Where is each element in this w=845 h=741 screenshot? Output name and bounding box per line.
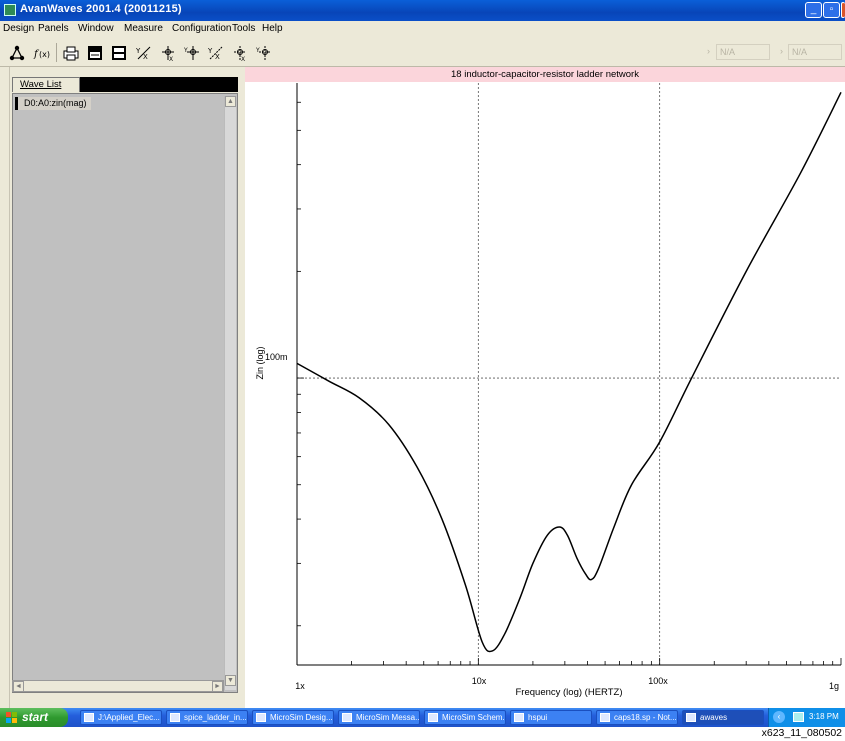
- cursor-y-icon[interactable]: Y: [181, 42, 203, 63]
- app-icon: [256, 713, 266, 722]
- window-title: AvanWaves 2001.4 (20011215): [20, 3, 182, 15]
- menu-tools[interactable]: Tools: [232, 23, 255, 34]
- wave-list-tab[interactable]: Wave List: [12, 77, 80, 92]
- toolbar-separator: [56, 43, 57, 62]
- taskbar: start J:\Applied_Elec... spice_ladder_in…: [0, 708, 845, 727]
- taskbar-item-awaves[interactable]: awaves: [682, 710, 764, 725]
- y-readout-field[interactable]: N/A: [788, 44, 842, 60]
- menu-help[interactable]: Help: [262, 23, 283, 34]
- tray-expand-icon[interactable]: ‹: [773, 711, 785, 723]
- svg-text:(x): (x): [39, 50, 50, 59]
- wave-list-item[interactable]: D0:A0:zin(mag): [15, 97, 91, 110]
- taskbar-item-hspui[interactable]: hspui: [510, 710, 592, 725]
- taskbar-item-folder[interactable]: J:\Applied_Elec...: [80, 710, 162, 725]
- windows-logo-icon: [6, 712, 18, 723]
- panel-edge: [0, 67, 10, 710]
- menu-measure[interactable]: Measure: [124, 23, 163, 34]
- toolbar: f (x) YX X Y YX X Y › N/A › N/A: [0, 39, 845, 67]
- taskbar-item-label: J:\Applied_Elec...: [98, 713, 160, 722]
- svg-text:Y: Y: [255, 47, 260, 54]
- start-label: start: [22, 710, 48, 724]
- system-tray: ‹ 3:18 PM: [768, 708, 845, 727]
- app-icon: [686, 713, 696, 722]
- zin-mag-trace: [297, 92, 841, 651]
- field-arrow-icon: ›: [780, 46, 783, 56]
- app-icon: [428, 713, 438, 722]
- svg-text:Y: Y: [207, 47, 213, 55]
- menu-panels[interactable]: Panels: [38, 23, 69, 34]
- taskbar-item-microsim-messages[interactable]: MicroSim Messa...: [338, 710, 420, 725]
- axes: [297, 83, 841, 665]
- svg-text:X: X: [143, 53, 148, 61]
- taskbar-item-label: spice_ladder_in...: [184, 713, 247, 722]
- notepad-icon: [600, 713, 610, 722]
- taskbar-item-label: MicroSim Messa...: [356, 713, 420, 722]
- x-readout-field[interactable]: N/A: [716, 44, 770, 60]
- cursor-x-icon[interactable]: X: [157, 42, 179, 63]
- taskbar-item-label: awaves: [700, 713, 727, 722]
- scroll-left-icon[interactable]: ◄: [13, 681, 24, 692]
- horizontal-scrollbar[interactable]: ◄ ►: [12, 680, 224, 692]
- field-arrow-icon: ›: [707, 46, 710, 56]
- taskbar-item-spice[interactable]: spice_ladder_in...: [166, 710, 248, 725]
- wave-list-panel: Wave List D0:A0:zin(mag) ▲ ▼ ◄ ►: [0, 67, 245, 710]
- tree-icon[interactable]: [6, 42, 28, 63]
- taskbar-item-label: MicroSim Schem...: [442, 713, 506, 722]
- cursor-x2-icon[interactable]: X: [229, 42, 251, 63]
- y-tick-label: 100m: [265, 352, 288, 362]
- x-axis-label: Frequency (log) (HERTZ): [516, 687, 623, 698]
- maximize-button[interactable]: ▫: [823, 2, 840, 18]
- x-tick-label: 1g: [829, 681, 839, 691]
- cursor-y2-icon[interactable]: Y: [253, 42, 275, 63]
- tick-marks: [297, 102, 841, 665]
- close-button[interactable]: [841, 2, 845, 18]
- waveform-plot[interactable]: 18 inductor-capacitor-resistor ladder ne…: [245, 67, 845, 710]
- menu-design[interactable]: Design: [3, 23, 34, 34]
- svg-text:X: X: [169, 56, 173, 62]
- function-icon[interactable]: f (x): [31, 42, 53, 63]
- scroll-right-icon[interactable]: ►: [212, 681, 223, 692]
- svg-text:Y: Y: [183, 47, 188, 54]
- wave-list: D0:A0:zin(mag) ▲ ▼: [12, 93, 238, 693]
- x-tick-label: 100x: [648, 676, 668, 686]
- wave-list-header: [80, 77, 238, 92]
- app-icon: [342, 713, 352, 722]
- taskbar-item-notepad[interactable]: caps18.sp - Not...: [596, 710, 678, 725]
- scroll-down-icon[interactable]: ▼: [225, 675, 236, 686]
- menu-bar: Design Panels Window Measure Configurati…: [0, 21, 845, 39]
- minimize-button[interactable]: _: [805, 2, 822, 18]
- chart-canvas: Zin (log) 100m 1x 10x 100x 1g Frequency …: [245, 67, 845, 710]
- folder-icon: [84, 713, 94, 722]
- menu-window[interactable]: Window: [78, 23, 114, 34]
- print-icon[interactable]: [60, 42, 82, 63]
- taskbar-item-microsim-schematics[interactable]: MicroSim Schem...: [424, 710, 506, 725]
- svg-text:X: X: [215, 53, 220, 61]
- figure-caption: x623_11_080502: [762, 727, 842, 739]
- x-tick-label: 10x: [472, 676, 487, 686]
- svg-text:Y: Y: [135, 47, 141, 55]
- grid-lines: [297, 83, 841, 665]
- vertical-scrollbar[interactable]: ▲ ▼: [224, 96, 236, 690]
- clock[interactable]: 3:18 PM: [809, 712, 839, 721]
- title-bar: AvanWaves 2001.4 (20011215) _ ▫: [0, 0, 845, 21]
- panel-icon[interactable]: [84, 42, 106, 63]
- network-icon[interactable]: [793, 712, 804, 722]
- scroll-up-icon[interactable]: ▲: [225, 96, 236, 107]
- taskbar-item-label: caps18.sp - Not...: [614, 713, 677, 722]
- figure-caption-area: x623_11_080502: [0, 727, 845, 741]
- taskbar-item-microsim-design[interactable]: MicroSim Desig...: [252, 710, 334, 725]
- start-button[interactable]: start: [0, 708, 68, 727]
- y-axis-label: Zin (log): [255, 346, 265, 379]
- panel-split-icon[interactable]: [108, 42, 130, 63]
- app-icon: [4, 4, 16, 16]
- svg-text:X: X: [241, 56, 245, 62]
- menu-configuration[interactable]: Configuration: [172, 23, 231, 34]
- taskbar-item-label: hspui: [528, 713, 547, 722]
- app-icon: [514, 713, 524, 722]
- x-tick-label: 1x: [295, 681, 305, 691]
- taskbar-item-label: MicroSim Desig...: [270, 713, 333, 722]
- document-icon: [170, 713, 180, 722]
